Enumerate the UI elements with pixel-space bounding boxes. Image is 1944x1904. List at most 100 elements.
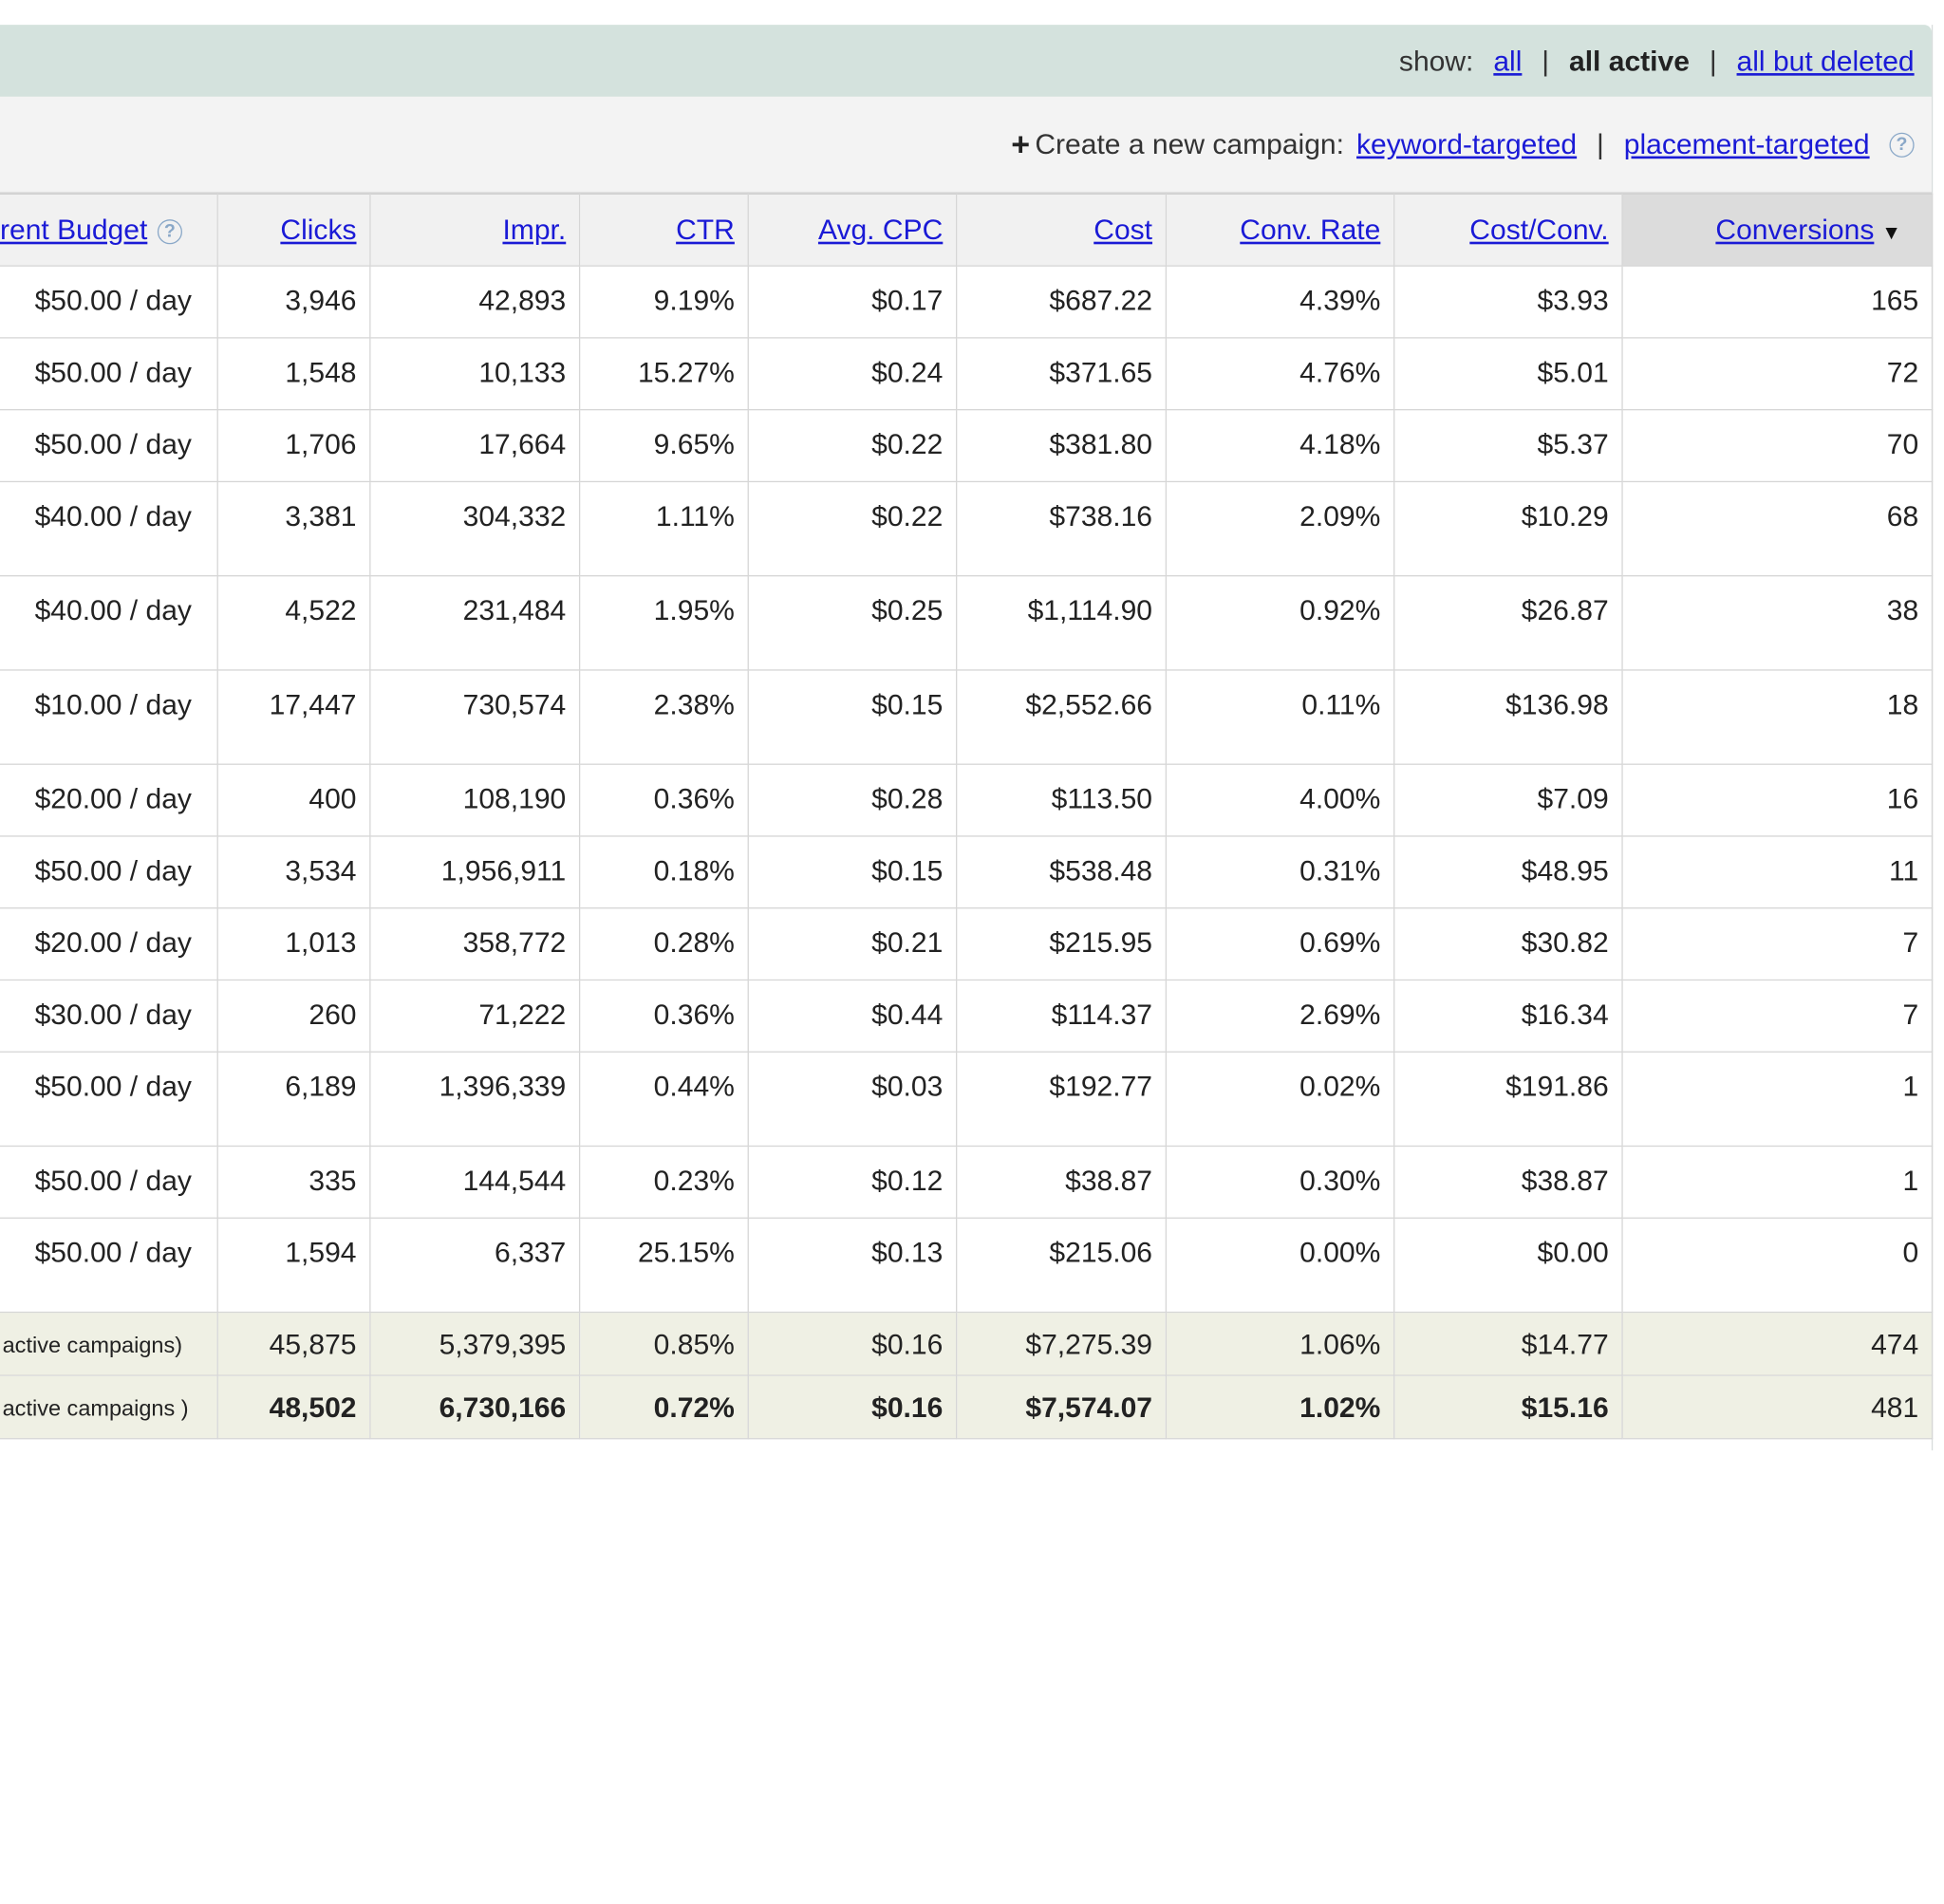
cost-conv-cell: $26.87: [1393, 575, 1623, 671]
conv-rate-cell: 1.02%: [1165, 1375, 1394, 1440]
impr-cell: 1,956,911: [369, 835, 580, 909]
impr-cell: 144,544: [369, 1146, 580, 1219]
table-row: $20.00 / day 400 108,190 0.36% $0.28 $11…: [0, 764, 1933, 837]
ctr-cell: 0.44%: [578, 1052, 749, 1148]
column-header-budget: rent Budget?: [0, 193, 218, 267]
budget-cell: $50.00 / day: [0, 337, 218, 411]
conversions-cell: 68: [1621, 481, 1933, 577]
column-header-cost-conv: Cost/Conv.: [1393, 193, 1623, 267]
clicks-cell: 1,548: [216, 337, 370, 411]
conv-rate-cell: 0.69%: [1165, 907, 1394, 981]
ctr-cell: 0.36%: [578, 764, 749, 837]
summary-row-active: active campaigns) 45,875 5,379,395 0.85%…: [0, 1312, 1933, 1376]
avg-cpc-cell: $0.13: [747, 1218, 957, 1314]
show-label: show:: [1398, 44, 1474, 77]
avg-cpc-cell: $0.17: [747, 266, 957, 339]
column-header-avg-cpc: Avg. CPC: [747, 193, 957, 267]
sort-budget-link[interactable]: rent Budget: [0, 213, 148, 246]
cost-conv-cell: $5.01: [1393, 337, 1623, 411]
conv-rate-cell: 0.92%: [1165, 575, 1394, 671]
table-row: $20.00 / day 1,013 358,772 0.28% $0.21 $…: [0, 907, 1933, 981]
show-all-but-deleted-link[interactable]: all but deleted: [1736, 44, 1915, 77]
column-header-conversions: Conversions ▼: [1621, 193, 1933, 267]
help-icon[interactable]: ?: [1889, 132, 1915, 158]
show-all-active-current: all active: [1568, 44, 1690, 77]
cost-cell: $2,552.66: [956, 669, 1167, 765]
budget-cell: $40.00 / day: [0, 481, 218, 577]
separator: |: [1597, 127, 1604, 160]
conv-rate-cell: 0.02%: [1165, 1052, 1394, 1148]
budget-cell: $50.00 / day: [0, 1052, 218, 1148]
ctr-cell: 0.28%: [578, 907, 749, 981]
placement-targeted-link[interactable]: placement-targeted: [1623, 127, 1870, 160]
clicks-cell: 17,447: [216, 669, 370, 765]
avg-cpc-cell: $0.15: [747, 835, 957, 909]
sort-clicks-link[interactable]: Clicks: [280, 213, 357, 246]
avg-cpc-cell: $0.03: [747, 1052, 957, 1148]
cost-conv-cell: $16.34: [1393, 980, 1623, 1053]
impr-cell: 108,190: [369, 764, 580, 837]
cost-cell: $113.50: [956, 764, 1167, 837]
sort-cost-conv-link[interactable]: Cost/Conv.: [1469, 213, 1609, 246]
impr-cell: 42,893: [369, 266, 580, 339]
conv-rate-cell: 0.00%: [1165, 1218, 1394, 1314]
sort-impr-link[interactable]: Impr.: [502, 213, 567, 246]
impr-cell: 5,379,395: [369, 1312, 580, 1376]
campaign-stats-table: rent Budget? Clicks Impr. CTR Avg. CPC C…: [0, 193, 1933, 1440]
impr-cell: 10,133: [369, 337, 580, 411]
sort-conv-rate-link[interactable]: Conv. Rate: [1240, 213, 1381, 246]
table-row: $50.00 / day 1,706 17,664 9.65% $0.22 $3…: [0, 409, 1933, 483]
clicks-cell: 260: [216, 980, 370, 1053]
conv-rate-cell: 4.39%: [1165, 266, 1394, 339]
sort-cost-link[interactable]: Cost: [1094, 213, 1153, 246]
table-header-row: rent Budget? Clicks Impr. CTR Avg. CPC C…: [0, 193, 1933, 267]
cost-conv-cell: $0.00: [1393, 1218, 1623, 1314]
show-all-link[interactable]: all: [1493, 44, 1523, 77]
clicks-cell: 45,875: [216, 1312, 370, 1376]
sort-conversions-link[interactable]: Conversions: [1715, 213, 1875, 246]
ctr-cell: 1.11%: [578, 481, 749, 577]
clicks-cell: 3,946: [216, 266, 370, 339]
summary-label: active campaigns): [0, 1312, 218, 1376]
cost-conv-cell: $136.98: [1393, 669, 1623, 765]
sort-ctr-link[interactable]: CTR: [676, 213, 735, 246]
plus-icon: +: [1011, 124, 1031, 163]
sort-avg-cpc-link[interactable]: Avg. CPC: [817, 213, 944, 246]
table-row: $50.00 / day 1,594 6,337 25.15% $0.13 $2…: [0, 1218, 1933, 1314]
column-header-conv-rate: Conv. Rate: [1165, 193, 1394, 267]
cost-cell: $215.95: [956, 907, 1167, 981]
cost-conv-cell: $14.77: [1393, 1312, 1623, 1376]
ctr-cell: 0.72%: [578, 1375, 749, 1440]
impr-cell: 1,396,339: [369, 1052, 580, 1148]
budget-cell: $50.00 / day: [0, 1146, 218, 1219]
budget-help-icon[interactable]: ?: [157, 219, 182, 245]
impr-cell: 231,484: [369, 575, 580, 671]
conversions-cell: 474: [1621, 1312, 1933, 1376]
create-campaign-bar: + Create a new campaign: keyword-targete…: [0, 96, 1932, 194]
cost-cell: $7,574.07: [956, 1375, 1167, 1440]
conversions-cell: 72: [1621, 337, 1933, 411]
cost-cell: $687.22: [956, 266, 1167, 339]
campaign-table-panel: show: all | all active | all but deleted…: [0, 25, 1934, 1451]
avg-cpc-cell: $0.22: [747, 481, 957, 577]
column-header-ctr: CTR: [578, 193, 749, 267]
conv-rate-cell: 0.31%: [1165, 835, 1394, 909]
avg-cpc-cell: $0.16: [747, 1312, 957, 1376]
clicks-cell: 3,534: [216, 835, 370, 909]
conversions-cell: 18: [1621, 669, 1933, 765]
conv-rate-cell: 0.30%: [1165, 1146, 1394, 1219]
cost-conv-cell: $7.09: [1393, 764, 1623, 837]
separator: |: [1542, 44, 1550, 77]
ctr-cell: 15.27%: [578, 337, 749, 411]
table-body: $50.00 / day 3,946 42,893 9.19% $0.17 $6…: [0, 266, 1933, 1440]
conv-rate-cell: 1.06%: [1165, 1312, 1394, 1376]
cost-cell: $371.65: [956, 337, 1167, 411]
cost-cell: $738.16: [956, 481, 1167, 577]
impr-cell: 71,222: [369, 980, 580, 1053]
keyword-targeted-link[interactable]: keyword-targeted: [1356, 127, 1578, 160]
clicks-cell: 400: [216, 764, 370, 837]
ctr-cell: 0.18%: [578, 835, 749, 909]
avg-cpc-cell: $0.28: [747, 764, 957, 837]
cost-conv-cell: $48.95: [1393, 835, 1623, 909]
clicks-cell: 1,706: [216, 409, 370, 483]
